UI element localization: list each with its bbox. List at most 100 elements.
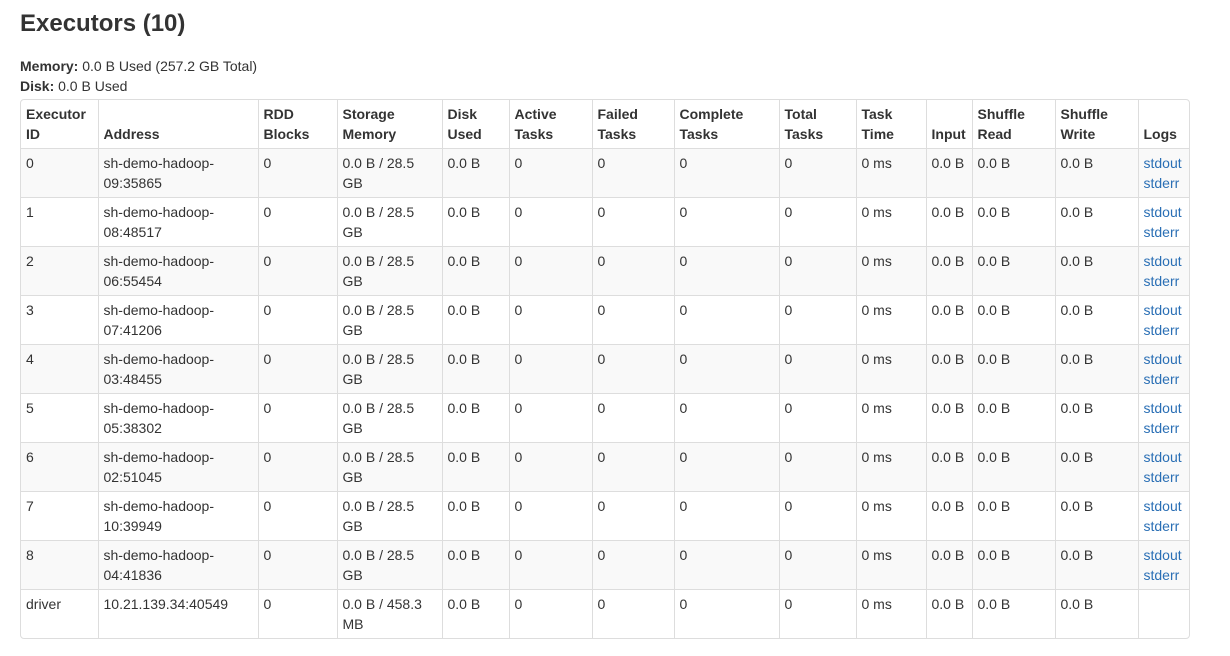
log-link-stderr[interactable]: stderr [1143, 469, 1180, 485]
complete-tasks-cell: 0 [673, 491, 779, 541]
shuffle-read-cell: 0.0 B [971, 491, 1055, 541]
log-link-stderr[interactable]: stderr [1143, 420, 1180, 436]
column-header-storage-memory[interactable]: Storage Memory [336, 100, 442, 149]
log-link-stdout[interactable]: stdout [1143, 253, 1182, 269]
table-header-row: Executor ID Address RDD Blocks Storage M… [21, 100, 1189, 149]
column-header-rdd-blocks[interactable]: RDD Blocks [257, 100, 337, 149]
shuffle-write-cell: 0.0 B [1054, 491, 1138, 541]
failed-tasks-cell: 0 [591, 295, 674, 345]
storage-memory-cell: 0.0 B / 28.5 GB [336, 148, 442, 198]
input-cell: 0.0 B [925, 197, 972, 247]
executor-id-cell: 4 [21, 344, 98, 394]
executor-id-cell: 6 [21, 442, 98, 492]
rdd-blocks-cell: 0 [257, 197, 337, 247]
logs-cell: stdout stderr [1137, 148, 1189, 198]
executor-id-cell: driver [21, 589, 98, 638]
failed-tasks-cell: 0 [591, 148, 674, 198]
executors-table-body: 0 sh-demo-hadoop-09:35865 0 0.0 B / 28.5 GB… [21, 148, 1189, 638]
log-link-stdout[interactable]: stdout [1143, 204, 1182, 220]
logs-cell: stdout stderr [1137, 540, 1189, 590]
active-tasks-cell: 0 [508, 442, 592, 492]
address-cell: sh-demo-hadoop-07:41206 [97, 295, 258, 345]
column-header-complete-tasks[interactable]: Complete Tasks [673, 100, 779, 149]
memory-value: 0.0 B Used (257.2 GB Total) [82, 58, 258, 74]
complete-tasks-cell: 0 [673, 393, 779, 443]
task-time-cell: 0 ms [855, 589, 926, 638]
column-header-total-tasks[interactable]: Total Tasks [778, 100, 856, 149]
rdd-blocks-cell: 0 [257, 344, 337, 394]
input-cell: 0.0 B [925, 393, 972, 443]
column-header-input[interactable]: Input [925, 100, 972, 149]
address-cell: sh-demo-hadoop-02:51045 [97, 442, 258, 492]
address-cell: sh-demo-hadoop-04:41836 [97, 540, 258, 590]
active-tasks-cell: 0 [508, 540, 592, 590]
disk-used-cell: 0.0 B [441, 344, 509, 394]
input-cell: 0.0 B [925, 442, 972, 492]
table-row: driver 10.21.139.34:40549 0 0.0 B / 458.3 M… [21, 589, 1189, 638]
active-tasks-cell: 0 [508, 148, 592, 198]
storage-memory-cell: 0.0 B / 28.5 GB [336, 295, 442, 345]
log-link-stdout[interactable]: stdout [1143, 351, 1182, 367]
input-cell: 0.0 B [925, 246, 972, 296]
complete-tasks-cell: 0 [673, 589, 779, 638]
storage-memory-cell: 0.0 B / 28.5 GB [336, 197, 442, 247]
shuffle-write-cell: 0.0 B [1054, 148, 1138, 198]
failed-tasks-cell: 0 [591, 442, 674, 492]
log-link-stdout[interactable]: stdout [1143, 155, 1182, 171]
input-cell: 0.0 B [925, 491, 972, 541]
column-header-shuffle-read[interactable]: Shuffle Read [971, 100, 1055, 149]
log-link-stderr[interactable]: stderr [1143, 175, 1180, 191]
storage-memory-cell: 0.0 B / 458.3 MB [336, 589, 442, 638]
total-tasks-cell: 0 [778, 295, 856, 345]
log-link-stderr[interactable]: stderr [1143, 371, 1180, 387]
input-cell: 0.0 B [925, 540, 972, 590]
column-header-shuffle-write[interactable]: Shuffle Write [1054, 100, 1138, 149]
failed-tasks-cell: 0 [591, 246, 674, 296]
total-tasks-cell: 0 [778, 197, 856, 247]
failed-tasks-cell: 0 [591, 197, 674, 247]
log-link-stdout[interactable]: stdout [1143, 302, 1182, 318]
log-link-stdout[interactable]: stdout [1143, 498, 1182, 514]
log-link-stderr[interactable]: stderr [1143, 322, 1180, 338]
column-header-address[interactable]: Address [97, 100, 258, 149]
active-tasks-cell: 0 [508, 246, 592, 296]
disk-used-cell: 0.0 B [441, 295, 509, 345]
column-header-logs[interactable]: Logs [1137, 100, 1189, 149]
task-time-cell: 0 ms [855, 148, 926, 198]
log-link-stderr[interactable]: stderr [1143, 567, 1180, 583]
column-header-task-time[interactable]: Task Time [855, 100, 926, 149]
failed-tasks-cell: 0 [591, 540, 674, 590]
rdd-blocks-cell: 0 [257, 393, 337, 443]
complete-tasks-cell: 0 [673, 344, 779, 394]
log-link-stdout[interactable]: stdout [1143, 449, 1182, 465]
log-link-stdout[interactable]: stdout [1143, 400, 1182, 416]
column-header-disk-used[interactable]: Disk Used [441, 100, 509, 149]
active-tasks-cell: 0 [508, 197, 592, 247]
address-cell: sh-demo-hadoop-03:48455 [97, 344, 258, 394]
storage-memory-cell: 0.0 B / 28.5 GB [336, 491, 442, 541]
shuffle-write-cell: 0.0 B [1054, 393, 1138, 443]
executor-id-cell: 1 [21, 197, 98, 247]
log-link-stderr[interactable]: stderr [1143, 273, 1180, 289]
address-cell: sh-demo-hadoop-06:55454 [97, 246, 258, 296]
executors-table: Executor ID Address RDD Blocks Storage M… [21, 100, 1189, 638]
disk-used-cell: 0.0 B [441, 197, 509, 247]
logs-cell: stdout stderr [1137, 246, 1189, 296]
log-link-stderr[interactable]: stderr [1143, 224, 1180, 240]
column-header-failed-tasks[interactable]: Failed Tasks [591, 100, 674, 149]
column-header-executor-id[interactable]: Executor ID [26, 106, 86, 142]
column-header-active-tasks[interactable]: Active Tasks [508, 100, 592, 149]
executors-table-container: Executor ID Address RDD Blocks Storage M… [20, 99, 1190, 639]
executors-page: Executors (10) Memory: 0.0 B Used (257.2… [20, 10, 1190, 639]
rdd-blocks-cell: 0 [257, 148, 337, 198]
log-link-stderr[interactable]: stderr [1143, 518, 1180, 534]
executor-id-cell: 8 [21, 540, 98, 590]
input-cell: 0.0 B [925, 148, 972, 198]
failed-tasks-cell: 0 [591, 393, 674, 443]
log-link-stdout[interactable]: stdout [1143, 547, 1182, 563]
shuffle-write-cell: 0.0 B [1054, 540, 1138, 590]
total-tasks-cell: 0 [778, 589, 856, 638]
shuffle-write-cell: 0.0 B [1054, 442, 1138, 492]
shuffle-read-cell: 0.0 B [971, 540, 1055, 590]
task-time-cell: 0 ms [855, 540, 926, 590]
